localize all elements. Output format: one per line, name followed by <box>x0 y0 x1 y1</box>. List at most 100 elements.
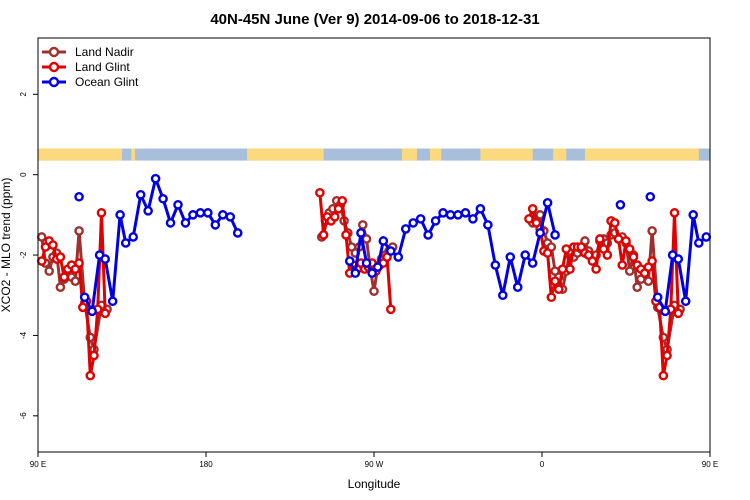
ocean-band <box>38 148 710 161</box>
data-point <box>527 258 538 268</box>
series-line <box>656 213 708 313</box>
data-point <box>542 197 553 208</box>
data-point <box>453 210 463 220</box>
data-point <box>341 230 351 240</box>
x-axis: 90 E 180 90 W 0 90 E <box>30 452 718 469</box>
data-point <box>613 234 624 244</box>
data-point <box>550 230 560 240</box>
x-tick-label: 90 W <box>365 460 384 469</box>
data-point <box>647 256 657 266</box>
data-point <box>385 304 396 315</box>
data-point <box>497 290 508 301</box>
y-tick-label: -4 <box>19 331 28 339</box>
data-point <box>217 210 228 220</box>
data-point <box>701 232 712 242</box>
data-point <box>188 210 198 220</box>
legend-marker <box>48 61 60 73</box>
data-point <box>85 370 96 381</box>
legend-label: Ocean Glint <box>75 75 139 89</box>
data-point <box>524 214 534 224</box>
data-point <box>527 204 538 214</box>
data-point <box>628 252 639 262</box>
y-axis-label: XCO2 - MLO trend (ppm) <box>0 178 13 313</box>
data-point <box>107 296 118 307</box>
data-point <box>70 276 81 286</box>
data-point <box>550 276 560 286</box>
data-point <box>79 292 90 303</box>
data-point <box>74 226 84 236</box>
legend-item-ocean-glint: Ocean Glint <box>42 75 139 89</box>
y-axis: 2 0 -2 -4 -6 <box>19 91 38 419</box>
data-point <box>408 218 419 228</box>
legend-marker <box>48 76 60 88</box>
data-point <box>344 256 355 266</box>
data-point <box>554 284 564 295</box>
y-tick-label: 2 <box>19 91 28 96</box>
data-point <box>535 228 545 238</box>
land-segment <box>38 148 122 161</box>
data-point <box>645 191 656 202</box>
data-point <box>96 208 107 218</box>
data-point <box>673 308 684 319</box>
data-point <box>318 230 329 240</box>
data-point <box>423 230 433 240</box>
land-segment <box>247 148 324 161</box>
data-point <box>680 296 691 307</box>
data-point <box>48 240 58 250</box>
data-point <box>100 308 110 319</box>
data-point <box>361 258 372 268</box>
data-point <box>337 195 348 206</box>
data-point <box>100 254 110 264</box>
data-point <box>557 264 568 274</box>
legend-label: Land Nadir <box>75 45 134 59</box>
plot-series <box>36 173 712 381</box>
land-segment <box>402 148 417 161</box>
x-axis-label: Longitude <box>348 477 401 491</box>
land-segment <box>480 148 533 161</box>
data-point <box>520 250 531 260</box>
series-land-glint <box>36 187 684 381</box>
data-point <box>225 212 236 222</box>
data-point <box>115 210 125 220</box>
data-point <box>643 276 654 286</box>
data-point <box>438 208 448 218</box>
data-point <box>120 238 131 248</box>
data-point <box>621 236 631 246</box>
data-point <box>74 258 84 268</box>
data-point <box>610 218 620 228</box>
data-point <box>694 238 704 248</box>
x-tick-label: 180 <box>199 460 213 469</box>
data-point <box>647 226 657 236</box>
data-point <box>688 210 699 220</box>
data-point <box>89 350 99 361</box>
data-point <box>561 244 572 254</box>
data-point <box>662 350 672 361</box>
data-point <box>673 254 684 264</box>
data-point <box>505 252 516 262</box>
land-segment <box>131 148 136 161</box>
data-point <box>624 244 635 254</box>
data-point <box>74 191 84 202</box>
data-point <box>356 228 366 238</box>
data-point <box>203 208 213 218</box>
data-point <box>617 260 628 270</box>
data-point <box>357 220 368 230</box>
data-point <box>615 200 626 210</box>
data-point <box>369 286 379 297</box>
data-point <box>468 214 478 224</box>
data-point <box>591 264 601 274</box>
data-point <box>587 256 598 266</box>
data-point <box>669 208 680 218</box>
data-point <box>624 266 635 276</box>
data-point <box>475 204 486 214</box>
data-point <box>350 268 361 278</box>
data-point <box>378 236 389 246</box>
data-point <box>483 220 493 230</box>
series-ocean-glint <box>74 173 712 317</box>
data-point <box>385 246 396 256</box>
data-point <box>128 232 138 242</box>
data-point <box>460 208 471 218</box>
x-tick-label: 90 E <box>30 460 46 469</box>
